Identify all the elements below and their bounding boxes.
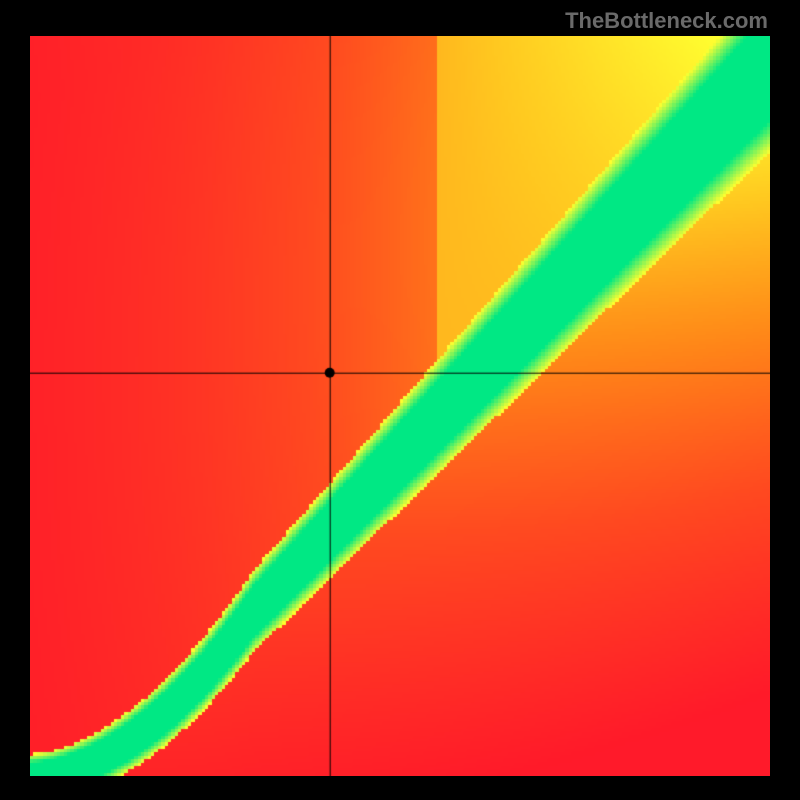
watermark-text: TheBottleneck.com	[565, 8, 768, 34]
bottleneck-heatmap	[30, 36, 770, 776]
chart-container: TheBottleneck.com	[0, 0, 800, 800]
